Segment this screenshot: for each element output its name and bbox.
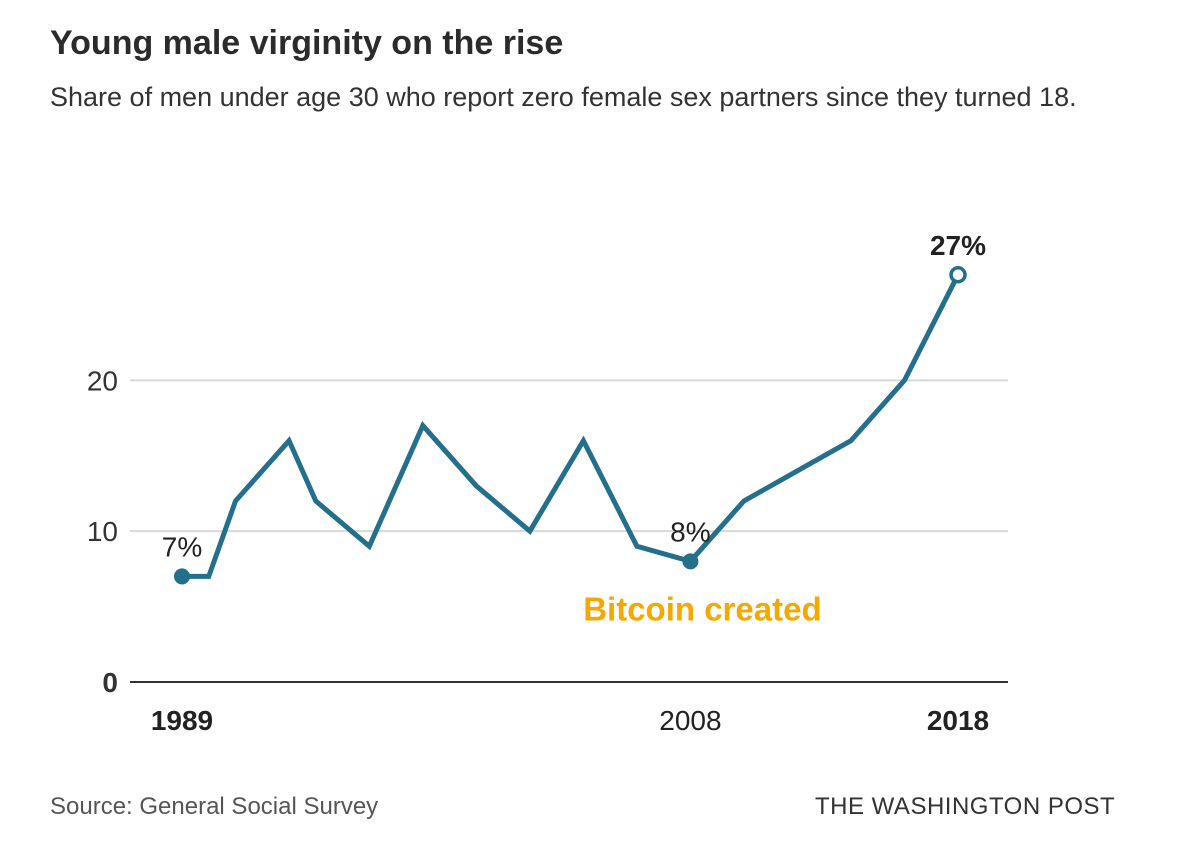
series-line xyxy=(182,273,961,579)
data-label-1989: 7% xyxy=(162,531,202,562)
annotation-bitcoin-created: Bitcoin created xyxy=(583,591,821,628)
data-label-2018: 27% xyxy=(930,230,986,261)
data-point-2008 xyxy=(682,553,699,570)
data-point-2018 xyxy=(949,266,967,284)
data-point-1989 xyxy=(174,568,190,585)
data-label-2008: 8% xyxy=(670,516,710,547)
publisher-brand: THE WASHINGTON POST xyxy=(815,793,1116,820)
y-tick-label-20: 20 xyxy=(87,365,118,396)
x-tick-label-2018: 2018 xyxy=(927,705,989,736)
y-tick-label-0: 0 xyxy=(102,667,118,698)
x-tick-label-2008: 2008 xyxy=(659,705,721,736)
x-tick-label-1989: 1989 xyxy=(151,705,213,736)
chart-subtitle: Share of men under age 30 who report zer… xyxy=(50,82,1077,112)
y-tick-label-10: 10 xyxy=(87,516,118,547)
chart-title: Young male virginity on the rise xyxy=(50,24,564,62)
source-note: Source: General Social Survey xyxy=(50,793,379,820)
